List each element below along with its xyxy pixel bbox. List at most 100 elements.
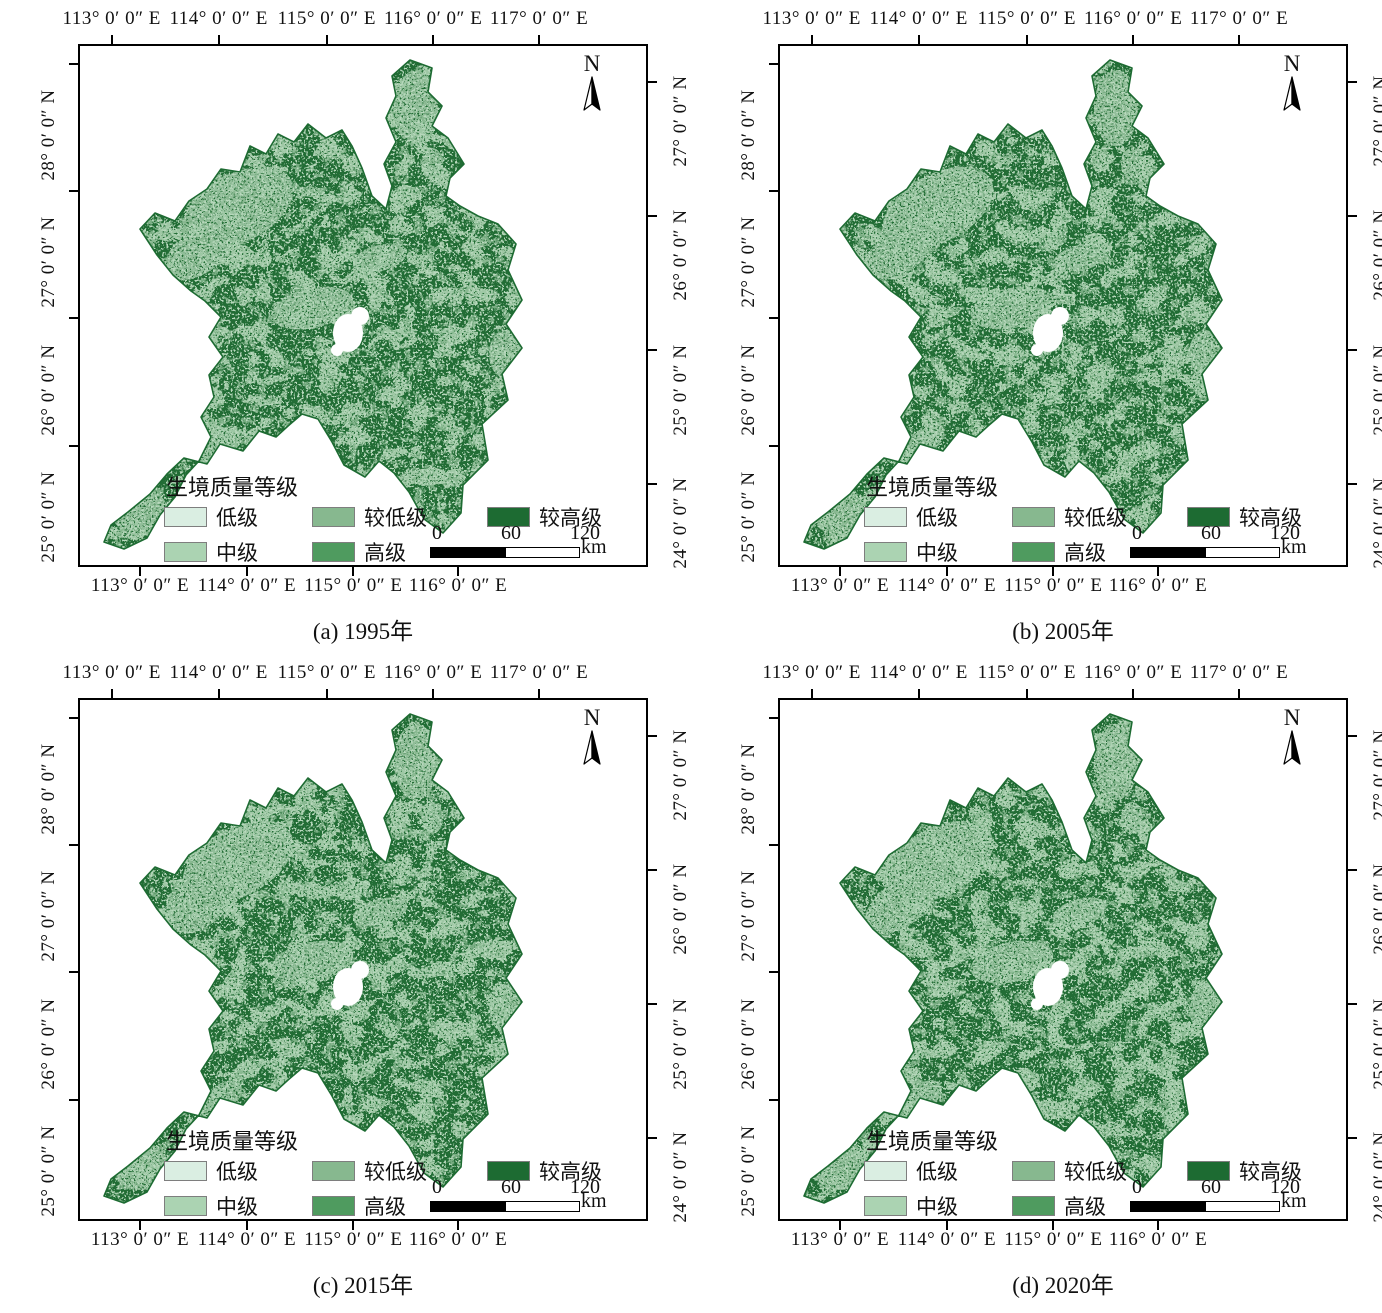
north-arrow: N	[572, 52, 612, 112]
axis-label-longitude: 114° 0′ 0″ E	[169, 662, 268, 683]
map-frame: 113° 0′ 0″ E 114° 0′ 0″ E 115° 0′ 0″ E 1…	[738, 662, 1382, 1250]
north-arrow-label: N	[583, 51, 601, 76]
scale-tick-label: 120	[570, 1176, 600, 1198]
legend-color-swatch	[487, 507, 530, 527]
north-arrow-icon	[1283, 730, 1301, 765]
tick-mark	[810, 35, 813, 44]
legend-item-label: 中级	[916, 1195, 958, 1219]
axis-label-longitude: 115° 0′ 0″ E	[1004, 575, 1103, 596]
tick-mark	[432, 35, 435, 44]
legend-item-label: 较高级	[1239, 1160, 1302, 1184]
tick-mark	[245, 1221, 248, 1230]
legend-color-swatch	[312, 1196, 355, 1216]
tick-mark	[69, 62, 78, 65]
tick-mark	[538, 35, 541, 44]
scale-bar-empty-segment	[505, 1202, 579, 1211]
tick-mark	[138, 567, 141, 576]
scale-tick-label: 120	[1270, 1176, 1300, 1198]
tick-mark	[1238, 35, 1241, 44]
axis-label-latitude: 25° 0′ 0″ N	[670, 997, 691, 1090]
scale-tick-label: 120	[570, 522, 600, 544]
tick-mark	[1157, 1221, 1160, 1230]
legend-item: 中级	[864, 537, 958, 567]
axis-label-latitude: 27° 0′ 0″ N	[738, 870, 759, 962]
scale-bar-unit: km	[581, 1190, 607, 1212]
axis-label-latitude: 24° 0′ 0″ N	[670, 477, 691, 570]
north-arrow-label: N	[583, 705, 601, 730]
axis-label-latitude: 24° 0′ 0″ N	[1370, 478, 1382, 570]
tick-mark	[648, 1136, 657, 1139]
axis-label-longitude: 115° 0′ 0″ E	[304, 1229, 403, 1250]
tick-mark	[69, 716, 78, 719]
scale-bar-filled-segment	[1131, 1202, 1205, 1211]
axis-label-longitude: 114° 0′ 0″ E	[869, 662, 968, 683]
tick-mark	[352, 567, 355, 576]
tick-mark	[1348, 482, 1357, 485]
legend-color-swatch	[1012, 1196, 1055, 1216]
north-arrow-icon	[583, 76, 601, 111]
north-arrow: N	[572, 706, 612, 766]
scale-tick-label: 120	[1270, 522, 1300, 544]
legend: 生境质量等级 低级 中级 较低级 高级	[160, 1122, 645, 1222]
scale-bar: 0 60 120 km	[430, 522, 620, 558]
legend: 生境质量等级 低级 中级 较低级 高级	[860, 468, 1345, 568]
map-panel: 113° 0′ 0″ E 114° 0′ 0″ E 115° 0′ 0″ E 1…	[723, 654, 1382, 1308]
north-arrow: N	[1272, 52, 1312, 112]
map-frame: 113° 0′ 0″ E 114° 0′ 0″ E 115° 0′ 0″ E 1…	[38, 662, 691, 1250]
tick-mark	[838, 567, 841, 576]
legend-item: 高级	[1012, 537, 1106, 567]
axis-label-longitude: 115° 0′ 0″ E	[304, 575, 403, 596]
axis-label-latitude: 25° 0′ 0″ N	[670, 343, 691, 436]
axis-label-longitude: 117° 0′ 0″ E	[1189, 8, 1289, 29]
legend-color-swatch	[1012, 542, 1055, 562]
panel-caption: (d) 2020年	[1012, 1273, 1114, 1298]
legend-item-label: 较高级	[1239, 506, 1302, 530]
scale-bar-filled-segment	[431, 1202, 505, 1211]
tick-mark	[69, 316, 78, 319]
legend-item-label: 中级	[216, 541, 258, 565]
legend-item-label: 中级	[216, 1195, 258, 1219]
map-frame: 113° 0′ 0″ E 114° 0′ 0″ E 115° 0′ 0″ E 1…	[738, 8, 1382, 596]
axis-label-longitude: 117° 0′ 0″ E	[489, 8, 589, 29]
axis-label-latitude: 27° 0′ 0″ N	[38, 870, 59, 962]
scale-bar-empty-segment	[1205, 1202, 1279, 1211]
legend-item-label: 高级	[1064, 541, 1106, 565]
axis-label-latitude: 25° 0′ 0″ N	[738, 1125, 759, 1217]
central-lake-hole	[331, 961, 369, 1010]
axis-label-longitude: 115° 0′ 0″ E	[977, 662, 1076, 683]
legend-item-label: 较低级	[1064, 1160, 1127, 1184]
legend-item: 高级	[312, 1191, 406, 1221]
axis-label-latitude: 27° 0′ 0″ N	[670, 729, 691, 821]
axis-label-longitude: 116° 0′ 0″ E	[384, 8, 483, 29]
central-lake-hole	[1031, 307, 1069, 356]
legend-item-label: 高级	[1064, 1195, 1106, 1219]
scale-tick-label: 0	[432, 1176, 442, 1198]
tick-mark	[1348, 734, 1357, 737]
legend-item-label: 较低级	[364, 506, 427, 530]
legend-item-label: 低级	[216, 506, 258, 530]
axis-label-longitude: 115° 0′ 0″ E	[1004, 1229, 1103, 1250]
legend-item: 中级	[864, 1191, 958, 1221]
panel-caption: (a) 1995年	[312, 619, 414, 644]
central-lake-hole	[331, 307, 369, 356]
tick-mark	[138, 1221, 141, 1230]
tick-mark	[1348, 80, 1357, 83]
legend-color-swatch	[164, 1196, 207, 1216]
axis-label-latitude: 25° 0′ 0″ N	[38, 1125, 59, 1217]
scale-bar-numbers: 0 60 120	[430, 1176, 620, 1199]
axis-label-latitude: 26° 0′ 0″ N	[38, 343, 59, 436]
tick-mark	[769, 62, 778, 65]
axis-label-longitude: 115° 0′ 0″ E	[277, 662, 376, 683]
axis-label-longitude: 114° 0′ 0″ E	[869, 8, 968, 29]
tick-mark	[110, 35, 113, 44]
scale-bar-numbers: 0 60 120	[1130, 1176, 1320, 1199]
legend-item: 低级	[164, 502, 258, 532]
legend-item: 低级	[864, 1156, 958, 1186]
axis-label-longitude: 114° 0′ 0″ E	[197, 575, 297, 596]
axis-label-longitude: 114° 0′ 0″ E	[169, 8, 268, 29]
tick-mark	[69, 445, 78, 448]
habitat-quality-map	[103, 59, 523, 550]
scale-tick-label: 60	[1201, 1176, 1221, 1198]
axis-label-latitude: 26° 0′ 0″ N	[738, 997, 759, 1090]
scale-tick-label: 0	[1132, 522, 1142, 544]
